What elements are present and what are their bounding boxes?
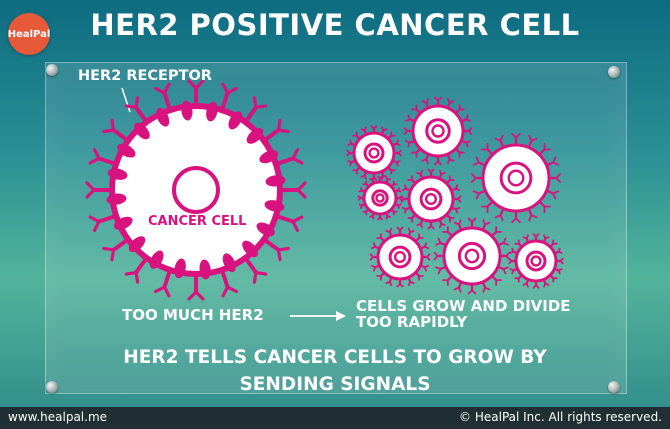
large-cancer-cell <box>85 79 307 301</box>
small-cell-7 <box>433 217 511 295</box>
small-cell-3 <box>470 132 562 224</box>
cancer-cell-label: CANCER CELL <box>148 214 247 229</box>
small-cell-2 <box>403 96 473 166</box>
receptor-pointer-line <box>121 87 131 113</box>
signals-caption: HER2 TELLS CANCER CELLS TO GROW BY SENDI… <box>60 344 610 398</box>
website-link[interactable]: www.healpal.me <box>8 410 108 424</box>
cells-grow-label: CELLS GROW AND DIVIDE TOO RAPIDLY <box>356 298 571 330</box>
small-cell-6 <box>369 226 431 288</box>
cells-grow-line2: TOO RAPIDLY <box>356 313 468 331</box>
page-title: HER2 POSITIVE CANCER CELL <box>90 8 580 42</box>
cells-grow-line1: CELLS GROW AND DIVIDE <box>356 297 571 315</box>
screw-icon <box>46 64 58 76</box>
too-much-her2-label: TOO MUCH HER2 <box>122 306 264 324</box>
cancer-cell-body <box>85 79 307 301</box>
her2-receptor-label: HER2 RECEPTOR <box>78 68 212 84</box>
footer-bar: www.healpal.me © HealPal Inc. All rights… <box>0 407 670 429</box>
copyright-text: © HealPal Inc. All rights reserved. <box>459 410 662 424</box>
small-cell-1 <box>346 125 402 181</box>
screw-icon <box>608 66 620 78</box>
screw-icon <box>46 381 58 393</box>
dividing-cells <box>346 96 564 295</box>
signals-line1: HER2 TELLS CANCER CELLS TO GROW BY <box>123 347 547 368</box>
signals-line2: SENDING SIGNALS <box>239 374 431 395</box>
arrow-right-icon <box>290 311 346 321</box>
screw-icon <box>608 381 620 393</box>
healpal-logo: HealPal <box>8 13 50 55</box>
small-cell-8 <box>508 233 564 289</box>
small-cell-4 <box>357 175 403 221</box>
small-cell-5 <box>400 168 462 230</box>
